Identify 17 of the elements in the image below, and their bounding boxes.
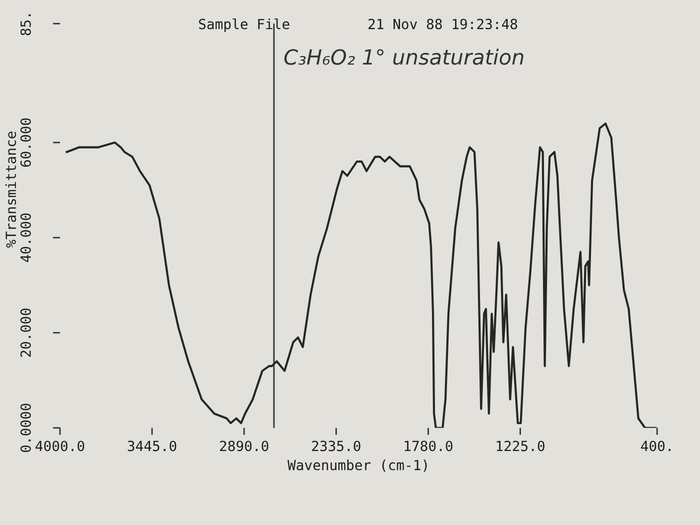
x-axis-title: Wavenumber (cm-1) bbox=[287, 460, 427, 472]
x-tick-label: 1225.0 bbox=[496, 440, 544, 452]
x-tick-label: 1780.0 bbox=[404, 440, 452, 452]
annotation: C₃H₆O₂ 1° unsaturation bbox=[284, 48, 524, 65]
y-tick-label: 60.000 bbox=[20, 118, 31, 167]
y-tick-label: 85. bbox=[20, 14, 31, 36]
chart-subtitle: 21 Nov 88 19:23:48 bbox=[368, 18, 518, 30]
y-axis-title: %Transmittance bbox=[5, 132, 16, 248]
chart-title: Sample File bbox=[199, 18, 290, 32]
x-tick-label: 400. bbox=[641, 440, 670, 452]
x-tick-label: 4000.0 bbox=[36, 440, 84, 452]
x-tick-label: 2890.0 bbox=[220, 440, 268, 452]
x-tick-label: 2335.0 bbox=[312, 440, 360, 452]
y-tick-label: 20.000 bbox=[20, 308, 31, 357]
y-tick-label: 0.0000 bbox=[20, 404, 31, 452]
y-tick-label: 40.000 bbox=[20, 213, 31, 262]
x-tick-label: 3445.0 bbox=[128, 440, 176, 452]
